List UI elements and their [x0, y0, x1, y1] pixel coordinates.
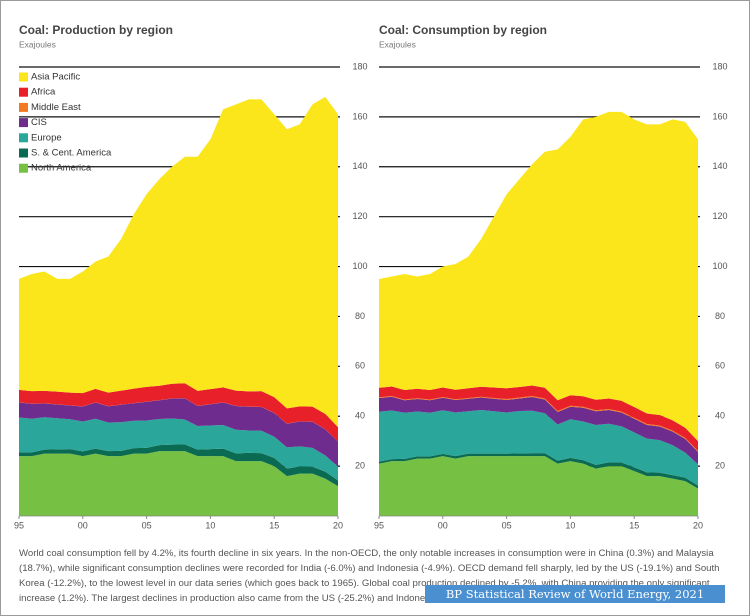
- legend-swatch: [19, 118, 28, 128]
- area: [379, 396, 698, 465]
- legend-label: North America: [31, 163, 92, 174]
- chart-title: Coal: Consumption by region: [379, 23, 547, 37]
- area: [379, 409, 698, 486]
- chart-title: Coal: Production by region: [19, 23, 173, 37]
- y-tick-label: 140: [352, 161, 367, 171]
- legend-swatch: [19, 163, 28, 173]
- legend-label: Africa: [31, 87, 56, 98]
- x-tick-label: 20: [333, 520, 343, 530]
- x-tick-label: 10: [205, 520, 215, 530]
- y-tick-label: 160: [352, 111, 367, 121]
- y-tick-label: 100: [352, 261, 367, 271]
- y-tick-label: 60: [355, 361, 365, 371]
- legend-swatch: [19, 133, 28, 143]
- area: [379, 456, 698, 516]
- y-tick-label: 180: [712, 61, 727, 71]
- x-tick-label: 20: [693, 520, 703, 530]
- y-tick-label: 80: [715, 311, 725, 321]
- y-tick-label: 180: [352, 61, 367, 71]
- charts: Coal: Production by region Exajoules 20 40 6…: [14, 23, 728, 530]
- legend-label: Middle East: [31, 102, 81, 113]
- area: [19, 451, 338, 516]
- y-tick-label: 40: [715, 411, 725, 421]
- y-tick-label: 40: [355, 411, 365, 421]
- x-tick-label: 05: [142, 520, 152, 530]
- y-tick-label: 160: [712, 111, 727, 121]
- x-tick-label: 10: [565, 520, 575, 530]
- legend-label: Asia Pacific: [31, 72, 80, 83]
- x-tick-label: 15: [269, 520, 279, 530]
- area: [19, 383, 338, 442]
- y-tick-label: 120: [712, 211, 727, 221]
- y-tick-label: 20: [355, 460, 365, 470]
- area: [19, 417, 338, 481]
- chart-subtitle: Exajoules: [379, 39, 416, 49]
- y-tick-label: 140: [712, 161, 727, 171]
- x-tick-label: 95: [14, 520, 24, 530]
- legend-swatch: [19, 87, 28, 97]
- legend-label: S. & Cent. America: [31, 148, 112, 159]
- source: BP Statistical Review of World Energy, 2…: [425, 585, 725, 603]
- note: World coal consumption fell by 4.2%, its…: [19, 548, 720, 604]
- area: [379, 453, 698, 489]
- legend-swatch: [19, 72, 28, 82]
- y-tick-label: 120: [352, 211, 367, 221]
- legend-swatch: [19, 148, 28, 158]
- chart-subtitle: Exajoules: [19, 39, 56, 49]
- y-tick-label: 20: [715, 460, 725, 470]
- area: [379, 111, 698, 442]
- area: [19, 96, 338, 428]
- legend-label: Europe: [31, 132, 62, 143]
- y-tick-label: 80: [355, 311, 365, 321]
- x-tick-label: 15: [629, 520, 639, 530]
- area: [19, 398, 338, 467]
- area: [379, 385, 698, 451]
- x-tick-label: 00: [78, 520, 88, 530]
- x-tick-label: 05: [502, 520, 512, 530]
- legend-swatch: [19, 102, 28, 112]
- legend-label: CIS: [31, 117, 47, 128]
- y-tick-label: 100: [712, 261, 727, 271]
- y-tick-label: 60: [715, 361, 725, 371]
- area: [19, 444, 338, 487]
- x-tick-label: 00: [438, 520, 448, 530]
- x-tick-label: 95: [374, 520, 384, 530]
